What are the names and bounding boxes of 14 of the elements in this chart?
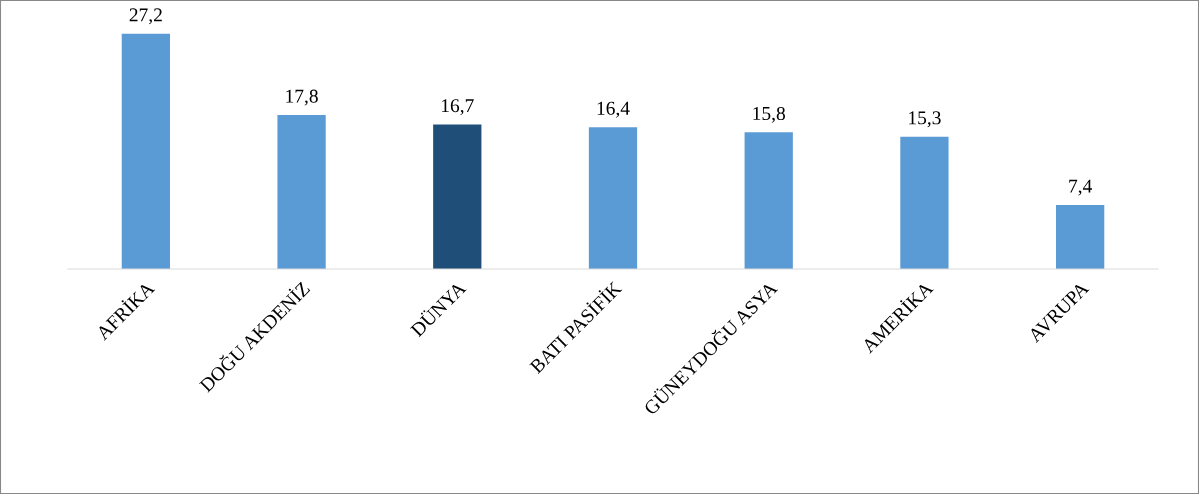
bar — [277, 115, 326, 269]
bar — [900, 136, 949, 269]
data-label: 16,7 — [441, 99, 474, 116]
bar — [121, 33, 170, 269]
data-label: 7,4 — [1069, 179, 1092, 196]
data-label: 15,3 — [909, 111, 941, 128]
bar — [1056, 204, 1105, 269]
data-label: 17,8 — [286, 89, 318, 106]
bar — [433, 124, 482, 269]
data-label: 15,8 — [753, 106, 785, 123]
data-label: 16,4 — [597, 101, 630, 118]
bar — [588, 127, 638, 269]
bar — [744, 132, 793, 269]
data-label: 27,2 — [129, 8, 162, 25]
